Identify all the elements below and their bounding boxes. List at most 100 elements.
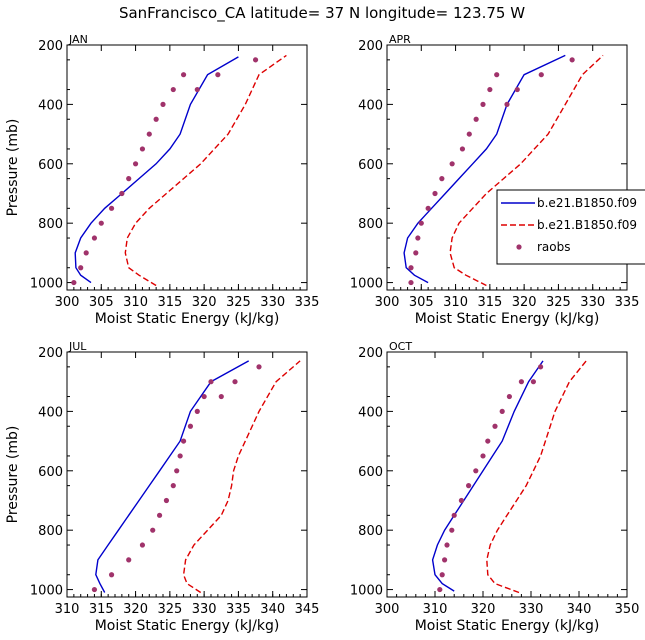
raobs-point — [480, 453, 486, 459]
raobs-point — [408, 265, 414, 271]
x-tick-label: 310 — [443, 295, 468, 310]
raobs-point — [208, 379, 214, 385]
x-tick-label: 320 — [123, 602, 148, 617]
raobs-point — [413, 250, 419, 256]
raobs-point — [146, 131, 152, 137]
x-tick-label: 340 — [260, 602, 285, 617]
x-tick-label: 330 — [580, 295, 605, 310]
x-tick-label: 300 — [375, 295, 400, 310]
x-tick-label: 305 — [409, 295, 434, 310]
raobs-point — [78, 265, 84, 271]
raobs-point — [108, 205, 115, 211]
x-axis-label: Moist Static Energy (kJ/kg) — [415, 311, 600, 327]
raobs-point — [449, 527, 455, 533]
raobs-point — [473, 116, 479, 122]
raobs-point — [538, 72, 544, 78]
plot-frame — [66, 351, 308, 598]
panel-jan: JAN 300 305 310 315 320 325 330 335 200 400 600 800 1… — [5, 33, 319, 327]
raobs-point — [201, 393, 207, 400]
raobs-point — [150, 527, 156, 533]
raobs-point — [119, 190, 125, 197]
y-tick-label: 400 — [358, 405, 383, 420]
raobs-point — [108, 572, 115, 578]
raobs-point — [194, 86, 200, 93]
panels: JAN 300 305 310 315 320 325 330 335 200 400 600 800 1… — [5, 33, 639, 634]
raobs-point — [418, 220, 424, 226]
raobs-point — [415, 235, 421, 241]
raobs-point — [194, 408, 200, 414]
x-tick-label: 300 — [375, 602, 400, 617]
y-tick-label: 400 — [358, 98, 383, 113]
x-tick-label: 335 — [226, 602, 251, 617]
x-tick-label: 310 — [423, 602, 448, 617]
raobs-point — [232, 379, 238, 385]
raobs-point — [442, 557, 448, 563]
raobs-point — [180, 72, 187, 78]
raobs-point — [506, 393, 512, 400]
raobs-point — [256, 364, 262, 370]
x-tick-label: 320 — [192, 295, 217, 310]
panel-label: APR — [389, 33, 411, 46]
y-tick-label: 800 — [358, 217, 383, 232]
raobs-point — [480, 101, 486, 107]
x-tick-label: 325 — [546, 295, 571, 310]
y-tick-label: 800 — [358, 524, 383, 539]
x-tick-label: 320 — [512, 295, 537, 310]
panel-label: JUL — [68, 340, 87, 353]
y-axis-label: Pressure (mb) — [5, 426, 21, 524]
raobs-point — [132, 161, 139, 167]
raobs-point — [139, 146, 146, 152]
raobs-point — [432, 190, 438, 197]
y-tick-label: 200 — [358, 39, 383, 54]
raobs-point — [473, 468, 479, 474]
raobs-point — [180, 438, 187, 444]
series-line-model-b — [449, 54, 604, 287]
raobs-point — [71, 279, 77, 286]
raobs-point — [126, 176, 132, 182]
raobs-point — [156, 512, 163, 518]
x-tick-label: 340 — [567, 602, 592, 617]
y-tick-label: 1000 — [350, 277, 383, 292]
panel-label: JAN — [68, 33, 88, 46]
legend-label: b.e21.B1850.f09 — [537, 196, 637, 210]
raobs-point — [451, 512, 457, 518]
raobs-point — [83, 250, 89, 256]
raobs-point — [569, 57, 575, 63]
raobs-point — [538, 364, 544, 370]
legend-label: raobs — [537, 240, 571, 254]
panel-label: OCT — [389, 340, 412, 353]
y-tick-label: 200 — [358, 346, 383, 361]
x-tick-label: 350 — [615, 602, 640, 617]
figure-title: SanFrancisco_CA latitude= 37 N longitude… — [119, 4, 525, 23]
x-tick-label: 300 — [55, 295, 80, 310]
raobs-point — [437, 586, 443, 593]
y-tick-label: 600 — [358, 158, 383, 173]
raobs-point — [466, 131, 472, 137]
raobs-point — [177, 453, 183, 459]
raobs-point — [170, 86, 176, 93]
y-tick-label: 600 — [38, 158, 63, 173]
raobs-point — [504, 101, 510, 107]
x-tick-label: 325 — [157, 602, 182, 617]
raobs-point — [492, 423, 498, 429]
raobs-point — [160, 101, 166, 107]
x-tick-label: 310 — [123, 295, 148, 310]
raobs-point — [494, 72, 500, 78]
x-axis-label: Moist Static Energy (kJ/kg) — [415, 618, 600, 634]
x-tick-label: 330 — [519, 602, 544, 617]
x-tick-label: 330 — [192, 602, 217, 617]
x-tick-label: 320 — [471, 602, 496, 617]
y-tick-label: 1000 — [30, 584, 63, 599]
raobs-point — [91, 586, 98, 593]
x-tick-label: 305 — [89, 295, 114, 310]
raobs-point — [170, 483, 176, 489]
raobs-point — [458, 497, 464, 504]
x-tick-label: 330 — [260, 295, 285, 310]
panel-apr: APR 300 305 310 315 320 325 330 335 200 400 600 800 1… — [350, 33, 640, 327]
series-line-model-b — [486, 360, 587, 594]
x-tick-label: 345 — [295, 602, 320, 617]
x-tick-label: 325 — [226, 295, 251, 310]
raobs-point — [252, 57, 259, 63]
x-tick-label: 310 — [55, 602, 80, 617]
